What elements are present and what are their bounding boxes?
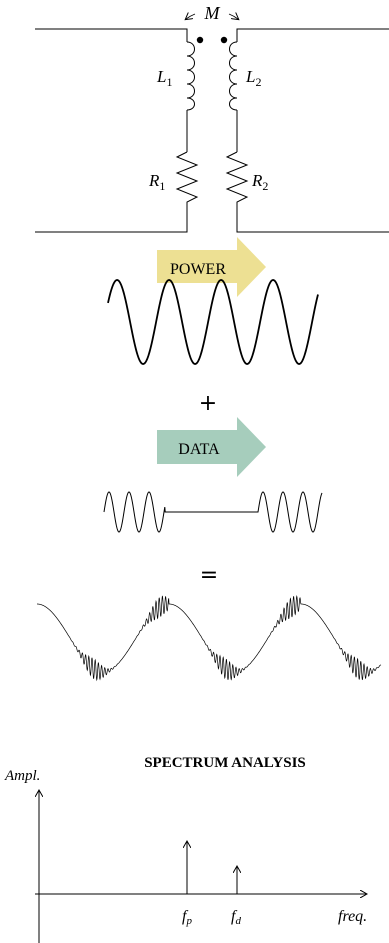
mutual-arrow-left — [186, 14, 196, 19]
plus-sign: + — [199, 391, 217, 416]
l1-inductor — [186, 41, 195, 111]
power-arrow-shape — [157, 237, 266, 297]
primary-polarity-dot — [196, 36, 204, 44]
data-arrow-label: DATA — [178, 441, 220, 458]
data-arrow: DATA — [157, 417, 266, 477]
data-arrow-shape — [157, 417, 266, 477]
power-arrow-label: POWER — [170, 261, 226, 278]
mutual-inductance-label: M — [204, 3, 221, 23]
y-axis-label: Ampl. — [4, 768, 40, 784]
secondary-polarity-dot — [220, 36, 228, 44]
power-sine-wave — [107, 279, 319, 365]
r1-resistor — [175, 151, 199, 212]
fd-label: fd — [231, 908, 241, 927]
fp-label: fp — [182, 908, 192, 927]
secondary-top-wire — [236, 28, 389, 42]
l2-label: L2 — [245, 67, 261, 89]
primary-bottom-wire — [35, 212, 188, 233]
spectrum-plot: SPECTRUM ANALYSIS Ampl. fp fd freq. — [4, 755, 367, 943]
l1-label: L1 — [156, 67, 172, 89]
r2-label: R2 — [251, 171, 268, 193]
mutual-arrow-right — [228, 14, 238, 19]
r2-resistor — [225, 151, 249, 212]
equals-sign: = — [200, 563, 218, 588]
combined-wave — [37, 595, 382, 682]
l2-inductor — [229, 41, 238, 111]
primary-top-wire — [35, 28, 188, 42]
transformer-circuit: M L1 L2 R1 R2 — [35, 3, 389, 233]
r1-label: R1 — [148, 171, 165, 193]
x-axis-label: freq. — [338, 908, 367, 925]
secondary-bottom-wire — [236, 212, 389, 233]
power-arrow: POWER — [157, 237, 266, 297]
spectrum-title: SPECTRUM ANALYSIS — [144, 755, 306, 771]
data-burst-wave — [103, 491, 323, 533]
